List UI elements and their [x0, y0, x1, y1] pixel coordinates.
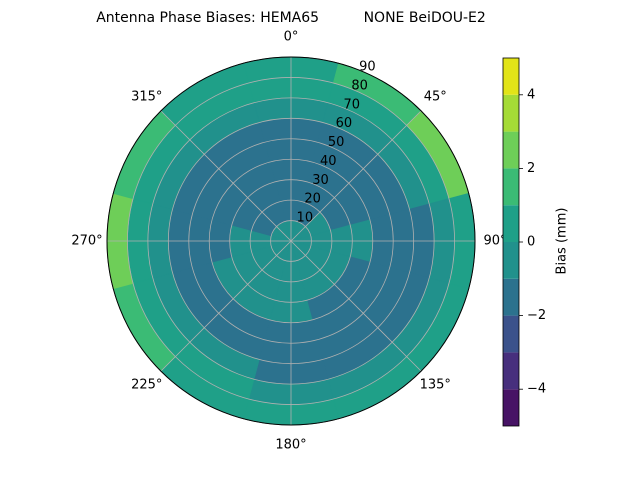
theta-tick-label: 0° — [284, 30, 299, 45]
polar-plot: 10 20 30 40 50 60 70 80 90 0° 45° 90° 135° 180° 225° 27… — [71, 30, 506, 453]
colorbar-segment — [503, 315, 519, 353]
chart-title: Antenna Phase Biases: HEMA65 NONE BeiDOU… — [96, 10, 486, 26]
colorbar-segment — [503, 58, 519, 95]
r-tick-label: 40 — [320, 154, 337, 169]
colorbar-tick-label: 2 — [527, 161, 535, 176]
r-tick-label: 50 — [328, 135, 345, 150]
theta-tick-label: 270° — [71, 234, 102, 249]
colorbar-segment — [503, 278, 519, 316]
r-tick-label: 90 — [359, 60, 376, 75]
colorbar-tick-label: 4 — [527, 87, 535, 102]
r-tick-label: 30 — [312, 173, 329, 188]
grid-spoke — [290, 110, 422, 242]
r-tick-label: 10 — [297, 211, 314, 226]
colorbar-segment — [503, 94, 519, 132]
r-tick-label: 60 — [336, 116, 353, 131]
colorbar-segment — [503, 168, 519, 206]
colorbar-label: Bias (mm) — [555, 208, 570, 275]
grid-spoke — [160, 110, 292, 242]
theta-tick-label: 225° — [131, 378, 162, 393]
colorbar-segment — [503, 242, 519, 279]
colorbar-segment — [503, 205, 519, 242]
polar-frame — [106, 56, 476, 426]
r-tick-label: 80 — [351, 78, 368, 93]
grid-spoke — [290, 240, 422, 372]
colorbar-tick-label: 0 — [527, 235, 535, 250]
r-tick-label: 20 — [304, 192, 321, 207]
colorbar-segment — [503, 389, 519, 426]
r-tick-label: 70 — [343, 97, 360, 112]
theta-tick-label: 45° — [424, 89, 447, 104]
theta-tick-label: 90° — [483, 234, 506, 249]
theta-tick-label: 315° — [131, 89, 162, 104]
colorbar-tick-label: −4 — [527, 382, 546, 397]
colorbar-segment — [503, 352, 519, 390]
colorbar-segment — [503, 131, 519, 169]
colorbar-tick-label: −2 — [527, 308, 546, 323]
grid-spoke — [160, 240, 292, 372]
theta-tick-label: 180° — [275, 438, 306, 453]
theta-tick-label: 135° — [420, 378, 451, 393]
